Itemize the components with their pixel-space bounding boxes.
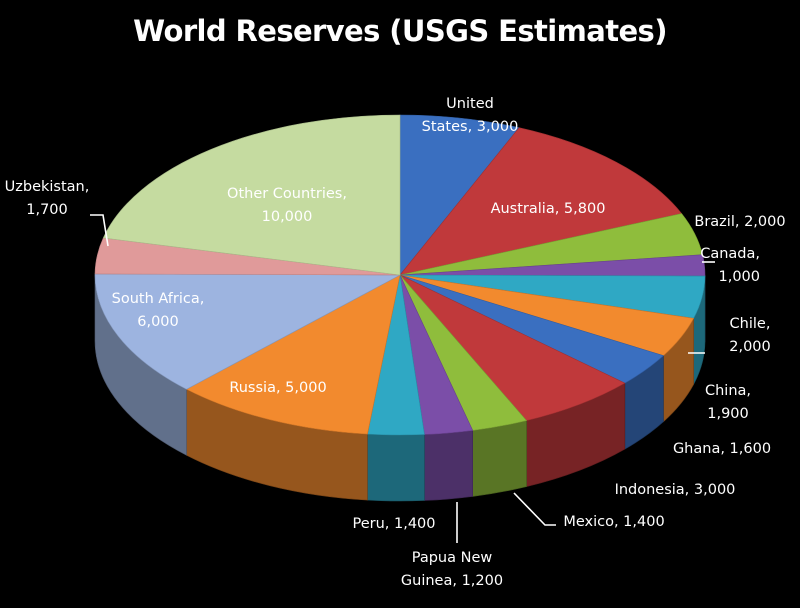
slice-side-mexico bbox=[472, 420, 527, 497]
data-label-peru: Peru, 1,400 bbox=[352, 516, 435, 532]
data-label-brazil: Brazil, 2,000 bbox=[694, 214, 785, 230]
data-label-mexico: Mexico, 1,400 bbox=[563, 514, 664, 530]
slice-australia bbox=[399, 127, 683, 276]
leader-lines bbox=[90, 214, 715, 543]
slice-united-states bbox=[399, 114, 520, 276]
slice-south-africa bbox=[94, 273, 401, 390]
data-label-indonesia: Indonesia, 3,000 bbox=[615, 482, 736, 498]
pie-top-layer bbox=[94, 114, 706, 436]
data-label-south-africa: South Africa, 6,000 bbox=[112, 291, 205, 330]
data-label-uzbekistan: Uzbekistan, 1,700 bbox=[5, 179, 90, 218]
data-label-china: China, 1,900 bbox=[705, 383, 751, 422]
data-label-ghana: Ghana, 1,600 bbox=[673, 441, 771, 457]
slice-side-peru bbox=[367, 433, 425, 502]
pie-side-layer bbox=[94, 274, 706, 502]
leader-line-mexico bbox=[513, 492, 556, 526]
slice-side-papua-new-guinea bbox=[424, 430, 473, 501]
data-label-other-countries: Other Countries, 10,000 bbox=[227, 186, 347, 225]
data-label-papua-new-guinea: Papua New Guinea, 1,200 bbox=[401, 550, 503, 589]
data-label-chile: Chile, 2,000 bbox=[729, 316, 771, 355]
chart-title: World Reserves (USGS Estimates) bbox=[133, 14, 667, 48]
slice-other-countries bbox=[102, 114, 401, 276]
data-label-canada: Canada, 1,000 bbox=[700, 246, 760, 285]
slice-labels: United States, 3,000 Australia, 5,800 Brazi… bbox=[5, 96, 786, 589]
data-label-australia: Australia, 5,800 bbox=[491, 201, 606, 217]
slice-russia bbox=[185, 274, 401, 435]
slice-indonesia bbox=[399, 274, 626, 421]
data-label-united-states: United States, 3,000 bbox=[422, 96, 519, 135]
data-label-russia: Russia, 5,000 bbox=[229, 380, 326, 396]
leader-line-uzbekistan bbox=[90, 214, 109, 247]
